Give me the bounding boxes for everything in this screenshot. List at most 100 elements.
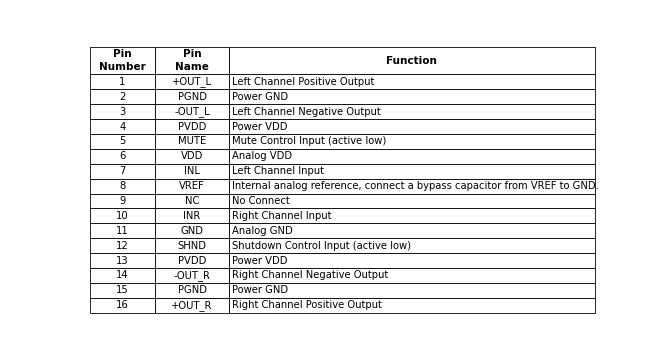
Bar xyxy=(228,74,595,89)
Text: Right Channel Input: Right Channel Input xyxy=(232,211,332,221)
Text: Power GND: Power GND xyxy=(232,286,289,295)
Text: 15: 15 xyxy=(116,286,129,295)
Text: VDD: VDD xyxy=(181,151,203,161)
Bar xyxy=(228,283,595,298)
Text: Pin
Name: Pin Name xyxy=(175,49,209,72)
Text: Left Channel Negative Output: Left Channel Negative Output xyxy=(232,107,381,117)
Text: PGND: PGND xyxy=(178,286,206,295)
Bar xyxy=(156,89,228,104)
Bar xyxy=(228,238,595,253)
Bar xyxy=(156,209,228,223)
Bar xyxy=(90,253,156,268)
Text: SHND: SHND xyxy=(178,241,206,251)
Bar xyxy=(156,134,228,149)
Bar xyxy=(90,119,156,134)
Bar xyxy=(156,104,228,119)
Bar xyxy=(90,298,156,313)
Text: No Connect: No Connect xyxy=(232,196,290,206)
Bar xyxy=(90,194,156,209)
Text: Analog GND: Analog GND xyxy=(232,226,293,236)
Bar xyxy=(90,179,156,194)
Bar xyxy=(90,89,156,104)
Bar xyxy=(90,74,156,89)
Bar xyxy=(90,104,156,119)
Bar xyxy=(228,194,595,209)
Text: Power VDD: Power VDD xyxy=(232,121,288,131)
Text: NC: NC xyxy=(185,196,199,206)
Text: 9: 9 xyxy=(120,196,126,206)
Bar xyxy=(228,268,595,283)
Bar xyxy=(90,283,156,298)
Text: MUTE: MUTE xyxy=(178,136,206,146)
Text: -OUT_L: -OUT_L xyxy=(174,106,210,117)
Bar xyxy=(228,119,595,134)
Text: Analog VDD: Analog VDD xyxy=(232,151,293,161)
Bar xyxy=(228,47,595,74)
Text: 11: 11 xyxy=(116,226,129,236)
Text: Right Channel Positive Output: Right Channel Positive Output xyxy=(232,300,382,310)
Bar xyxy=(90,238,156,253)
Text: 14: 14 xyxy=(116,271,129,281)
Text: 5: 5 xyxy=(120,136,126,146)
Bar xyxy=(90,164,156,179)
Bar xyxy=(156,298,228,313)
Bar xyxy=(90,223,156,238)
Bar xyxy=(156,268,228,283)
Bar xyxy=(156,223,228,238)
Bar xyxy=(156,74,228,89)
Text: Pin
Number: Pin Number xyxy=(99,49,146,72)
Bar xyxy=(90,268,156,283)
Text: +OUT_L: +OUT_L xyxy=(172,77,212,87)
Text: -OUT_R: -OUT_R xyxy=(174,270,210,281)
Text: Left Channel Positive Output: Left Channel Positive Output xyxy=(232,77,375,87)
Bar xyxy=(228,209,595,223)
Text: PVDD: PVDD xyxy=(178,121,206,131)
Bar xyxy=(156,253,228,268)
Text: 6: 6 xyxy=(120,151,126,161)
Bar xyxy=(156,194,228,209)
Text: INR: INR xyxy=(184,211,200,221)
Text: 1: 1 xyxy=(120,77,126,87)
Text: 8: 8 xyxy=(120,181,126,191)
Bar xyxy=(90,209,156,223)
Text: INL: INL xyxy=(184,166,200,176)
Text: Shutdown Control Input (active low): Shutdown Control Input (active low) xyxy=(232,241,411,251)
Text: Function: Function xyxy=(386,56,438,66)
Text: 16: 16 xyxy=(116,300,129,310)
Text: 2: 2 xyxy=(120,92,126,102)
Text: Internal analog reference, connect a bypass capacitor from VREF to GND.: Internal analog reference, connect a byp… xyxy=(232,181,599,191)
Text: PVDD: PVDD xyxy=(178,256,206,266)
Bar xyxy=(156,179,228,194)
Bar xyxy=(228,149,595,164)
Bar xyxy=(156,149,228,164)
Bar xyxy=(228,164,595,179)
Bar xyxy=(156,164,228,179)
Text: Right Channel Negative Output: Right Channel Negative Output xyxy=(232,271,389,281)
Bar xyxy=(228,134,595,149)
Text: 13: 13 xyxy=(116,256,129,266)
Bar xyxy=(156,283,228,298)
Text: Left Channel Input: Left Channel Input xyxy=(232,166,324,176)
Text: PGND: PGND xyxy=(178,92,206,102)
Bar xyxy=(90,134,156,149)
Text: GND: GND xyxy=(180,226,204,236)
Text: 4: 4 xyxy=(120,121,126,131)
Bar xyxy=(228,104,595,119)
Bar xyxy=(156,119,228,134)
Bar xyxy=(228,298,595,313)
Text: 7: 7 xyxy=(120,166,126,176)
Text: Power GND: Power GND xyxy=(232,92,289,102)
Bar xyxy=(228,179,595,194)
Text: 3: 3 xyxy=(120,107,126,117)
Bar xyxy=(90,149,156,164)
Text: 10: 10 xyxy=(116,211,129,221)
Bar xyxy=(156,47,228,74)
Text: VREF: VREF xyxy=(179,181,205,191)
Text: +OUT_R: +OUT_R xyxy=(172,300,212,311)
Bar xyxy=(90,47,156,74)
Text: Power VDD: Power VDD xyxy=(232,256,288,266)
Text: 12: 12 xyxy=(116,241,129,251)
Bar xyxy=(228,89,595,104)
Bar xyxy=(156,238,228,253)
Text: Mute Control Input (active low): Mute Control Input (active low) xyxy=(232,136,387,146)
